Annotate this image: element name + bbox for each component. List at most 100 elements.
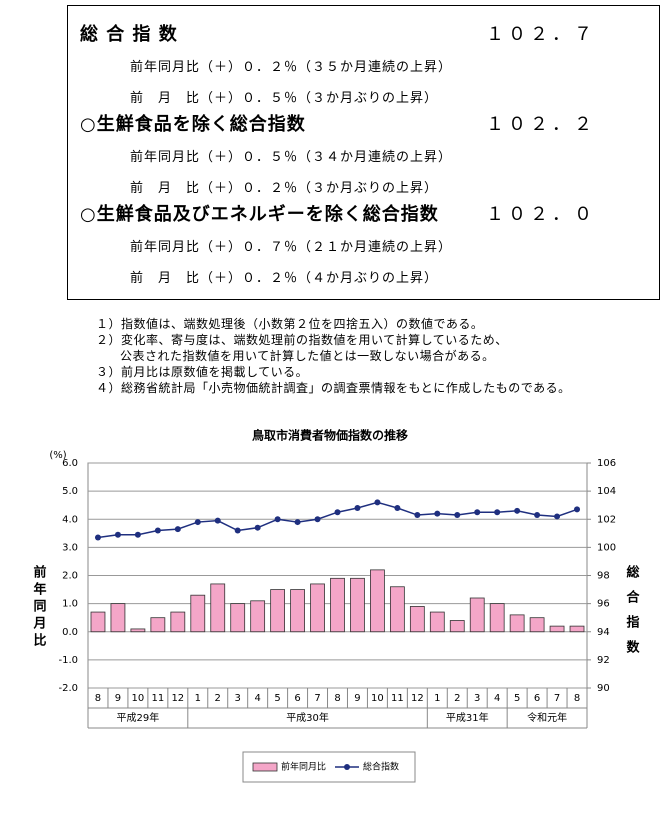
index-change: 前 月 比（＋）０．２％（４か月ぶりの上昇） [130, 271, 439, 286]
legend-swatch [344, 764, 350, 770]
bar [290, 589, 305, 633]
y2-tick-label: 104 [597, 486, 616, 497]
line [97, 501, 578, 539]
y2-tick-label: 106 [597, 458, 616, 469]
point [334, 509, 341, 516]
bar [190, 594, 206, 633]
point [314, 516, 321, 523]
x-tick-label: 2 [215, 693, 221, 704]
group-label: 平成30年 [286, 711, 329, 724]
bar [409, 606, 425, 633]
y-tick-label: 0.0 [62, 627, 78, 638]
y2-tick-label: 90 [597, 683, 610, 694]
point [174, 526, 181, 533]
legend-label: 前年同月比 [281, 761, 326, 773]
bar [370, 569, 385, 633]
bar [250, 600, 266, 633]
x-tick-label: 10 [371, 693, 384, 704]
note-line: ４）総務省統計局「小売物価統計調査」の調査票情報をもとに作成したものである。 [96, 381, 571, 395]
y2-tick-label: 102 [597, 514, 616, 525]
x-tick-label: 3 [235, 693, 241, 704]
index-title: ○生鮮食品を除く総合指数 [80, 114, 306, 135]
point [354, 505, 361, 511]
bar [130, 628, 146, 633]
point [274, 516, 281, 523]
bar [509, 614, 525, 633]
note-line: １）指数値は、端数処理後（小数第２位を四捨五入）の数値である。 [96, 317, 484, 331]
y-tick-label: 1.0 [62, 599, 78, 610]
y-tick-label: 2.0 [62, 571, 78, 582]
x-tick-label: 7 [554, 693, 560, 704]
point [574, 506, 581, 513]
group-label: 平成29年 [117, 711, 160, 724]
bar [389, 586, 405, 633]
x-tick-label: 7 [314, 693, 320, 704]
index-change: 前年同月比（＋）０．５％（３４か月連続の上昇） [130, 150, 453, 165]
x-tick-label: 11 [391, 693, 404, 704]
point [114, 531, 121, 538]
point [414, 512, 421, 519]
y-tick-label: 4.0 [62, 514, 78, 525]
x-tick-label: 9 [115, 693, 121, 704]
y-tick-label: -1.0 [58, 655, 78, 666]
bar [549, 625, 565, 633]
point [554, 513, 561, 520]
y2-tick-label: 100 [597, 542, 616, 553]
bar [469, 597, 485, 633]
x-tick-label: 4 [254, 693, 260, 704]
x-tick-label: 1 [195, 693, 201, 704]
bar [489, 603, 505, 633]
point [134, 531, 141, 538]
bar [350, 577, 365, 633]
x-tick-label: 9 [354, 693, 360, 704]
y2-axis-title: 総合指数 [624, 564, 640, 665]
index-value: １０２．２ [486, 114, 596, 135]
y-tick-label: 3.0 [62, 542, 78, 553]
y2-tick-label: 94 [597, 627, 610, 638]
point [534, 512, 541, 519]
bar [150, 617, 166, 633]
x-tick-label: 2 [454, 693, 460, 704]
y-axis-title: 前年同月比 [31, 564, 48, 650]
note-line: ３）前月比は原数値を掲載している。 [96, 365, 309, 379]
point [294, 519, 301, 526]
y-tick-label: -2.0 [58, 683, 78, 694]
point [154, 527, 161, 534]
note-line: 公表された指数値を用いて計算した値とは一致しない場合がある。 [120, 349, 495, 363]
point [394, 505, 401, 511]
point [474, 509, 481, 516]
bar [449, 620, 465, 633]
index-change: 前年同月比（＋）０．７％（２１か月連続の上昇） [130, 240, 453, 255]
group-label: 令和元年 [527, 711, 567, 724]
bar [310, 583, 325, 633]
y-tick-label: 5.0 [62, 486, 78, 497]
y2-tick-label: 92 [597, 655, 610, 666]
y2-tick-label: 98 [597, 571, 610, 582]
bar [110, 603, 126, 633]
point [254, 524, 261, 531]
x-tick-label: 6 [534, 693, 540, 704]
bar [230, 603, 246, 633]
bar [90, 611, 106, 633]
x-tick-label: 12 [411, 693, 424, 704]
point [194, 519, 201, 526]
x-tick-label: 4 [494, 693, 500, 704]
note-line: ２）変化率、寄与度は、端数処理前の指数値を用いて計算しているため、 [96, 333, 508, 347]
index-value: １０２．０ [486, 204, 596, 225]
x-tick-label: 5 [274, 693, 280, 704]
index-title: ○生鮮食品及びエネルギーを除く総合指数 [80, 204, 439, 225]
x-tick-label: 8 [334, 693, 340, 704]
index-change: 前年同月比（＋）０．２％（３５か月連続の上昇） [130, 60, 453, 75]
index-change: 前 月 比（＋）０．２％（３か月ぶりの上昇） [130, 181, 439, 196]
group-label: 平成31年 [446, 711, 489, 724]
point [374, 499, 381, 506]
x-tick-label: 1 [434, 693, 440, 704]
x-tick-label: 5 [514, 693, 520, 704]
x-tick-label: 6 [294, 693, 300, 704]
legend-label: 総合指数 [363, 761, 399, 773]
bar [330, 577, 345, 633]
bar [429, 611, 445, 633]
bar [569, 625, 585, 633]
y-tick-label: 6.0 [62, 458, 78, 469]
summary-box: 総 合 指 数 １０２．７ 前年同月比（＋）０．２％（３５か月連続の上昇） 前 月 比… [67, 5, 660, 300]
